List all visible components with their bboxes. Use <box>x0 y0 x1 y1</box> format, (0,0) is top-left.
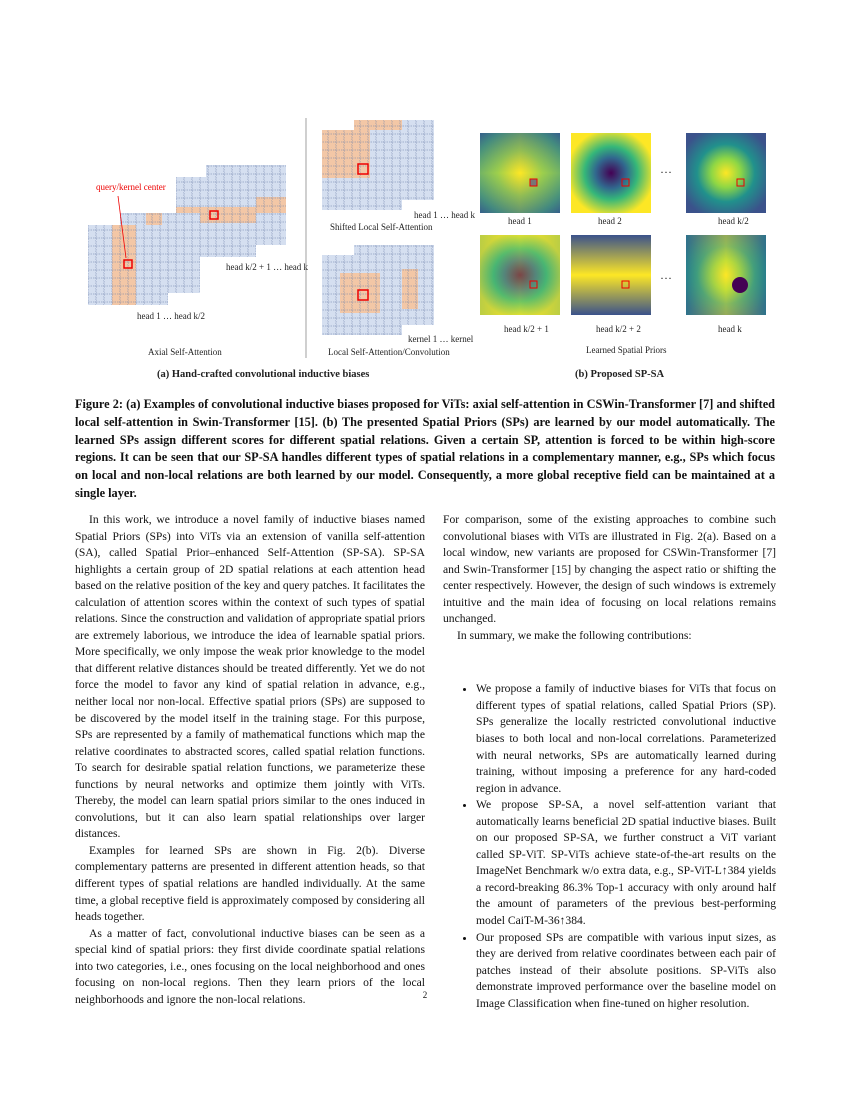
label: Axial Self-Attention <box>148 347 222 357</box>
subcaption: (b) Proposed SP-SA <box>575 369 664 380</box>
label: Learned Spatial Priors <box>586 345 667 355</box>
label: head 1 … head k/2 <box>137 311 205 321</box>
label: Shifted Local Self-Attention <box>330 222 433 232</box>
head-label: head k/2 <box>718 216 749 226</box>
ellipsis: ··· <box>660 271 672 285</box>
paragraph: Examples for learned SPs are shown in Fi… <box>75 843 425 924</box>
axial-grids <box>88 165 286 305</box>
right-column: For comparison, some of the existing app… <box>443 512 776 1012</box>
head-label: head k <box>718 324 742 334</box>
ellipsis: ··· <box>660 165 672 179</box>
label: Local Self-Attention/Convolution <box>328 347 450 357</box>
contribution: We propose SP-SA, a novel self-attention… <box>476 797 776 929</box>
contribution-list: We propose a family of inductive biases … <box>443 681 776 1012</box>
head-label: head k/2 + 2 <box>596 324 641 334</box>
page-number: 2 <box>422 990 428 1000</box>
paragraph: In this work, we introduce a novel famil… <box>75 513 425 841</box>
head-label: head 2 <box>598 216 622 226</box>
figure: query/kernel center head 1 … head k/2 he… <box>88 118 766 380</box>
head-labels: head 1 head 2 head k/2 head k/2 + 1 head k/2… <box>504 216 749 334</box>
contribution: We propose a family of inductive biases … <box>476 681 776 797</box>
head-label: head k/2 + 1 <box>504 324 549 334</box>
paragraph: In summary, we make the following contri… <box>457 628 692 642</box>
paragraph: As a matter of fact, convolutional induc… <box>75 926 425 1006</box>
contribution: Our proposed SPs are compatible with var… <box>476 930 776 1013</box>
figure-caption: Figure 2: (a) Examples of convolutional … <box>75 397 775 500</box>
shifted-grids <box>322 120 434 335</box>
label: head k/2 + 1 … head k <box>226 262 309 272</box>
label: kernel 1 … kernel <box>408 334 474 344</box>
head-label: head 1 <box>508 216 532 226</box>
heatmaps <box>480 133 766 315</box>
label: query/kernel center <box>96 182 166 192</box>
label: head 1 … head k <box>414 210 475 220</box>
paragraph: For comparison, some of the existing app… <box>443 513 776 626</box>
subcaption: (a) Hand-crafted convolutional inductive… <box>157 369 369 380</box>
left-column: In this work, we introduce a novel famil… <box>75 512 425 1008</box>
